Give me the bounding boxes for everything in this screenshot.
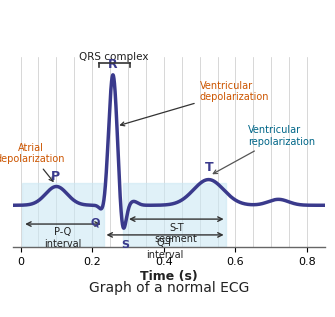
Text: QRS complex: QRS complex	[79, 51, 149, 61]
Text: Ventricular
depolarization: Ventricular depolarization	[121, 81, 269, 126]
X-axis label: Time (s): Time (s)	[140, 270, 198, 283]
Text: Ventricular
repolarization: Ventricular repolarization	[213, 125, 315, 174]
Text: T: T	[205, 161, 214, 174]
Text: Atrial
depolarization: Atrial depolarization	[0, 143, 65, 181]
Text: Q-T
interval: Q-T interval	[146, 238, 184, 260]
Text: S-T
segment: S-T segment	[155, 223, 198, 244]
Text: Q: Q	[91, 217, 100, 227]
Text: S: S	[121, 240, 129, 250]
Bar	[123, 183, 226, 247]
Bar	[22, 183, 104, 247]
Text: R: R	[108, 58, 118, 71]
Text: Graph of a normal ECG: Graph of a normal ECG	[89, 281, 249, 295]
Text: P: P	[51, 170, 60, 183]
Text: P-Q
interval: P-Q interval	[44, 228, 81, 249]
